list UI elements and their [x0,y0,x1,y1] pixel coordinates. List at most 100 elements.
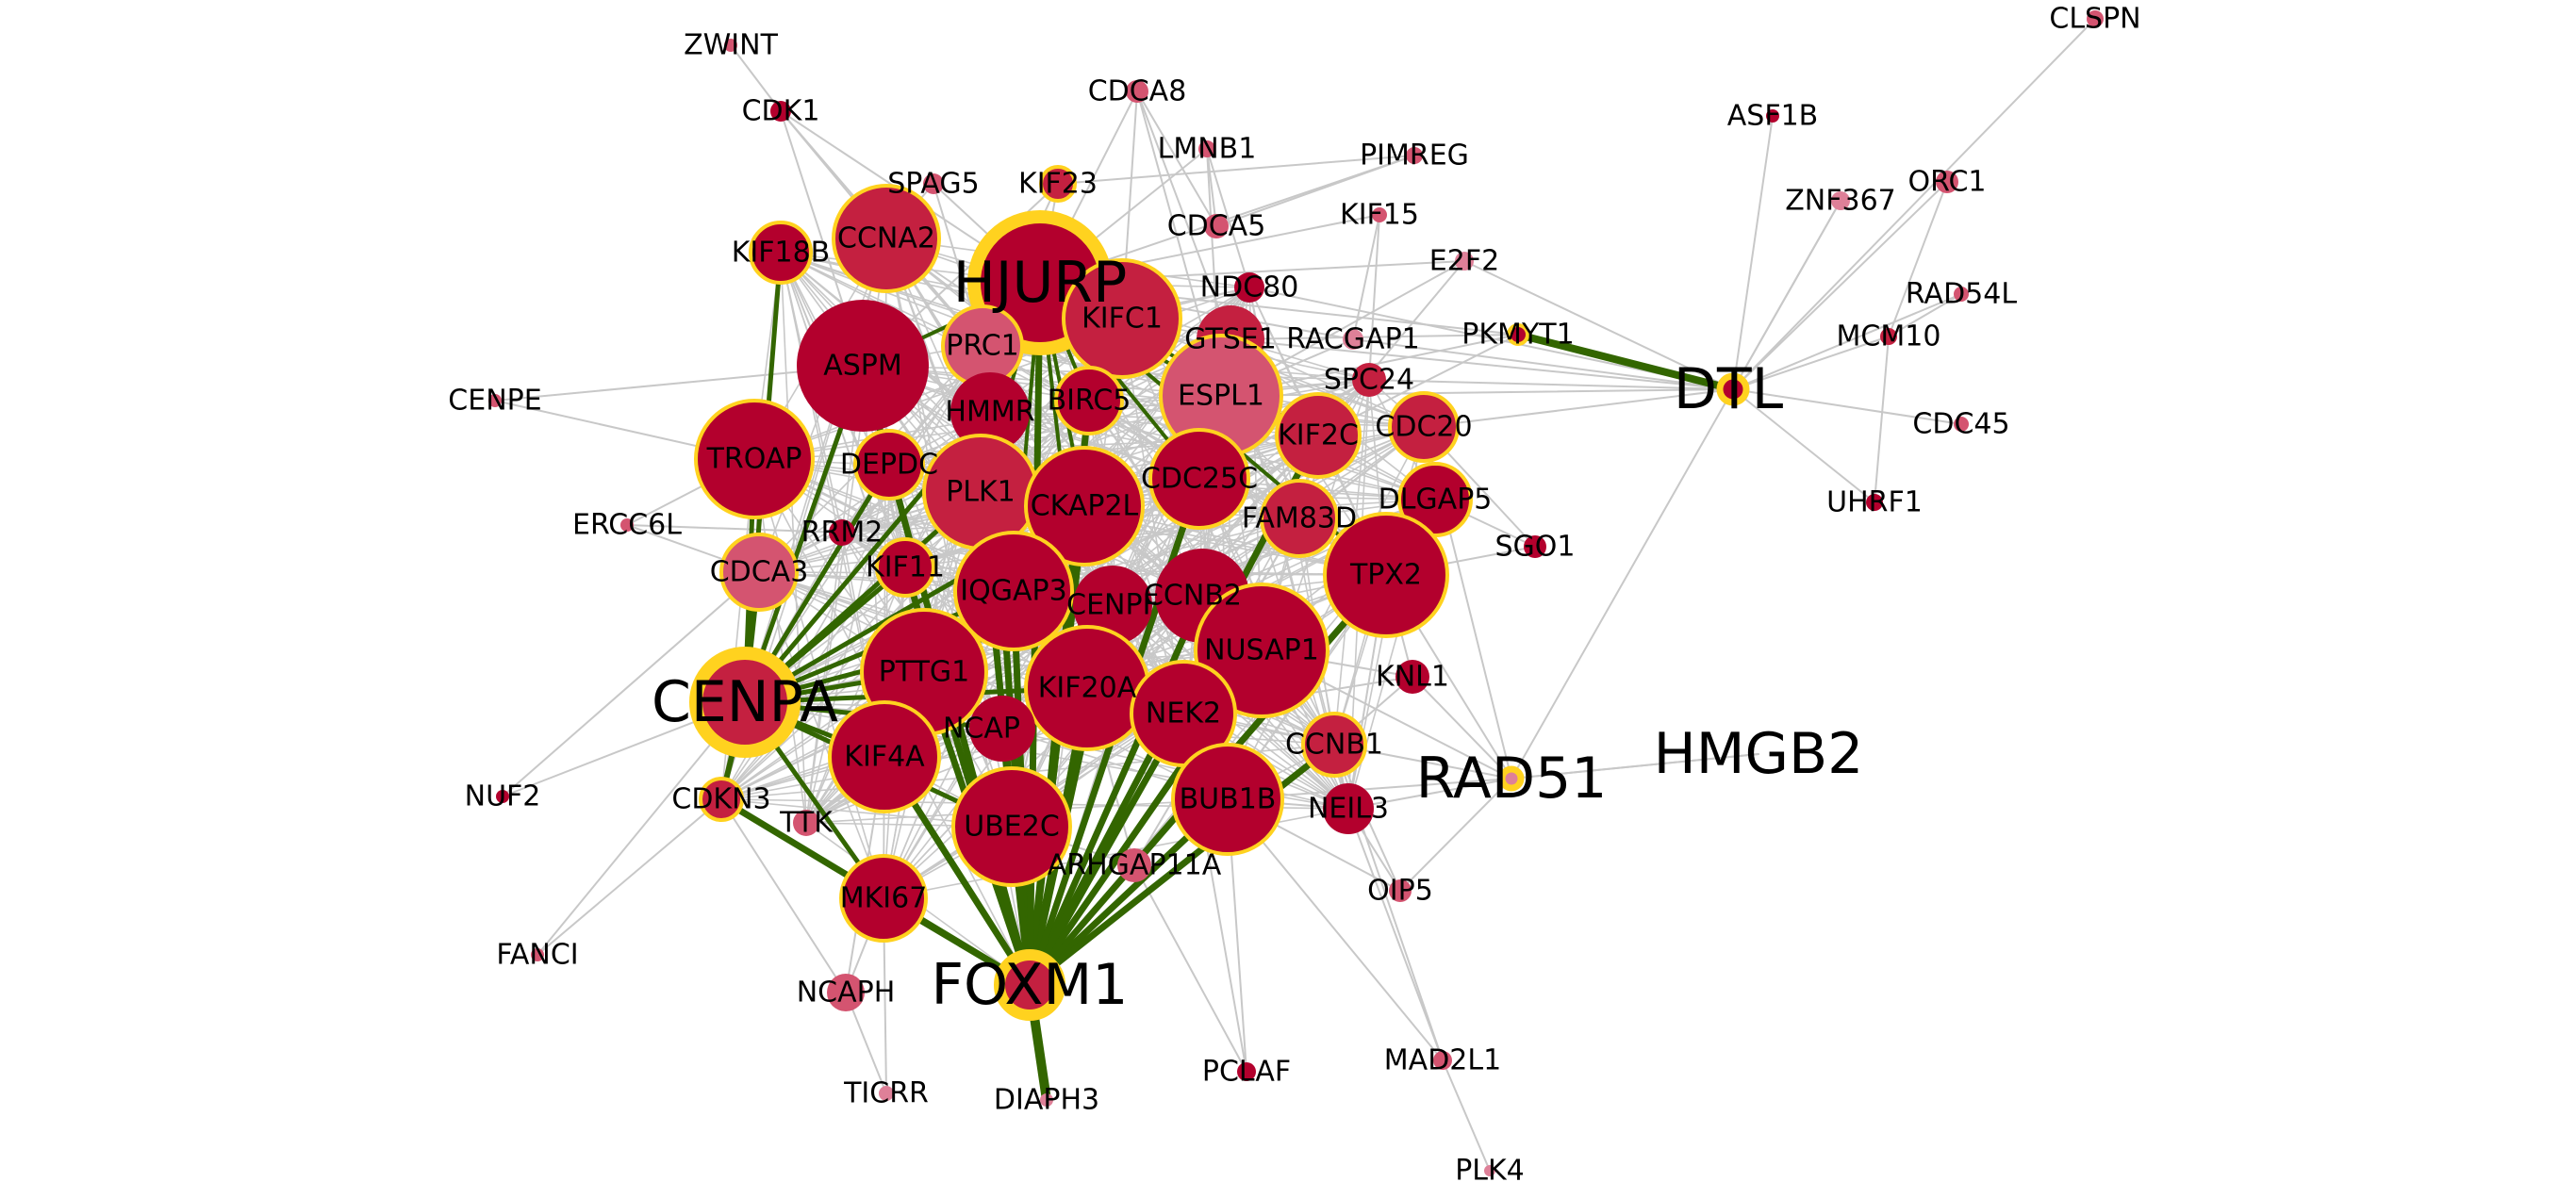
node-label-spag5: SPAG5 [887,168,980,201]
node-mcm10[interactable] [1880,328,1897,345]
node-ticrr[interactable] [879,1086,894,1101]
node-depdc[interactable] [853,429,925,501]
node-label-cdc20: CDC20 [1375,411,1472,444]
edge [1399,778,1512,892]
node-kif15[interactable] [1372,207,1387,222]
node-rad51[interactable] [1498,765,1525,792]
node-label-kif15: KIF15 [1340,199,1419,232]
node-label-ncapg: NCAP [943,713,1020,746]
node-label-cdk1: CDK1 [742,95,820,128]
node-label-rrm2: RRM2 [801,517,883,550]
node-label-depdc: DEPDC [840,449,938,482]
node-kif18b[interactable] [749,221,813,285]
node-rrm2[interactable] [829,519,855,546]
node-cdca8[interactable] [1126,80,1148,103]
node-mad2l1[interactable] [1433,1051,1452,1070]
node-label-pclaf: PCLAF [1202,1056,1291,1089]
node-fam83d[interactable] [1260,479,1339,558]
node-pkmyt1[interactable] [1507,323,1529,346]
node-foxm1[interactable] [994,949,1065,1021]
node-cdc20[interactable] [1388,391,1460,463]
node-clspn[interactable] [2087,10,2104,27]
node-orc1[interactable] [1936,171,1958,193]
node-rad54l[interactable] [1954,287,1969,302]
node-birc5[interactable] [1054,366,1124,435]
node-spc24[interactable] [1352,363,1386,397]
node-label-dtl: DTL [1674,356,1784,422]
node-plk4[interactable] [1484,1165,1495,1176]
node-knl1[interactable] [1395,660,1429,694]
node-tpx2[interactable] [1323,512,1449,638]
edge [1732,388,1875,503]
node-ccna2[interactable] [832,184,941,293]
node-bub1b[interactable] [1171,743,1284,856]
node-label-hjurp: HJURP [953,250,1128,316]
node-mki67[interactable] [839,854,928,943]
node-label-kif23: KIF23 [1018,168,1098,201]
node-cenpa[interactable] [689,647,801,758]
node-troap[interactable] [694,399,815,519]
node-arhgap11a[interactable] [1117,848,1151,882]
node-aspm[interactable] [797,300,929,432]
node-kif23[interactable] [1039,165,1077,203]
node-ercc6l[interactable] [620,518,634,532]
node-label-ckap2l: CKAP2L [1031,490,1139,523]
node-cdca3[interactable] [719,533,799,612]
edge [1133,864,1247,1073]
node-cdca5[interactable] [1204,214,1229,238]
edge [1732,200,1841,390]
node-nuf2[interactable] [496,790,509,803]
node-spag5[interactable] [923,173,944,194]
node-lmnb1[interactable] [1198,140,1215,157]
edge [1352,338,1734,390]
node-ncaph[interactable] [827,974,865,1011]
node-iqgap3[interactable] [953,531,1074,651]
node-fanci[interactable] [531,948,544,961]
edge [537,798,722,956]
node-ttk[interactable] [793,810,819,836]
hub-edge [1514,331,1737,393]
node-nusap1[interactable] [1194,583,1329,718]
node-cdkn3[interactable] [699,777,744,822]
node-pimreg[interactable] [1406,147,1423,164]
node-label-pttg1: PTTG1 [879,656,970,689]
node-pclaf[interactable] [1237,1062,1256,1081]
node-cenpe[interactable] [488,394,502,407]
node-cenpf[interactable] [1073,566,1152,645]
node-label-uhrf1: UHRF1 [1826,486,1923,519]
node-cdc25c[interactable] [1148,428,1250,530]
node-oip5[interactable] [1389,879,1412,902]
node-ube2c[interactable] [951,766,1072,887]
node-ndc80[interactable] [1234,272,1264,303]
node-label-oip5: OIP5 [1367,875,1433,908]
node-label-ncaph: NCAPH [797,977,896,1010]
node-ncapg[interactable] [969,696,1035,762]
node-dtl[interactable] [1716,372,1750,406]
node-neil3[interactable] [1323,783,1374,834]
node-kif11[interactable] [875,537,935,598]
node-sgo1[interactable] [1524,535,1546,558]
node-ckap2l[interactable] [1024,446,1145,566]
node-kif2c[interactable] [1275,392,1362,479]
node-cdk1[interactable] [770,101,791,122]
node-zwint[interactable] [724,39,737,52]
node-label-iqgap3: IQGAP3 [960,575,1066,608]
node-label-mad2l1: MAD2L1 [1384,1044,1501,1077]
node-cdc45[interactable] [1954,417,1969,432]
node-label-plk4: PLK4 [1455,1155,1525,1182]
node-diaph3[interactable] [1040,1093,1053,1107]
node-label-cdca3: CDCA3 [710,556,809,589]
node-kifc1[interactable] [1062,258,1182,379]
edge [1412,676,1512,780]
node-label-espl1: ESPL1 [1178,380,1264,413]
node-asf1b[interactable] [1766,109,1779,123]
node-hmmr[interactable] [950,372,1030,451]
node-ccnb1[interactable] [1301,712,1367,778]
node-uhrf1[interactable] [1866,494,1883,511]
node-kif4a[interactable] [828,700,941,813]
node-znf367[interactable] [1831,191,1850,210]
node-e2f2[interactable] [1455,252,1474,271]
edge [1136,90,1217,227]
node-racgap1[interactable] [1343,329,1363,350]
edge [730,44,782,112]
